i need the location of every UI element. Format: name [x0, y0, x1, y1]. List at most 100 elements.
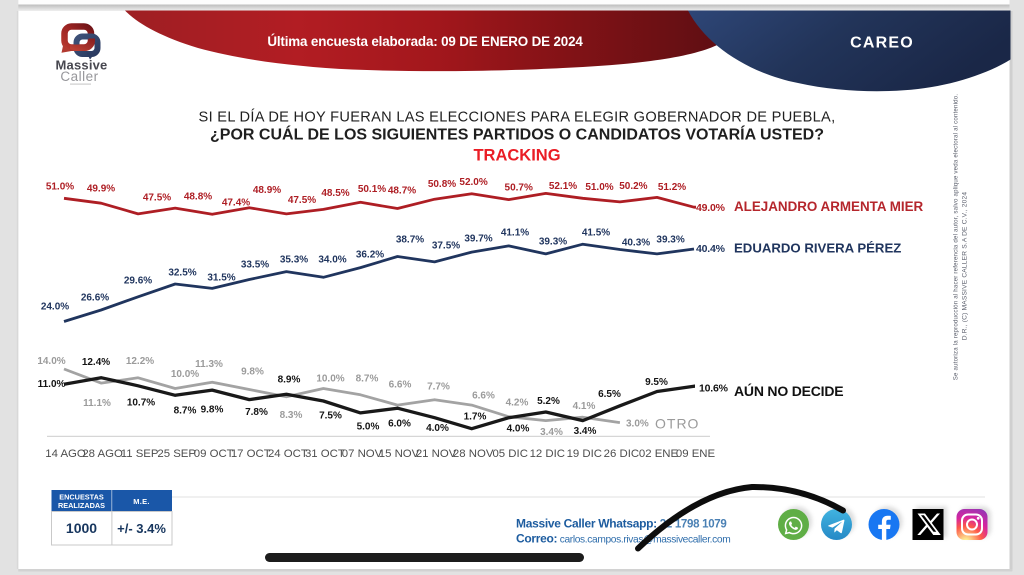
svg-text:50.7%: 50.7% — [505, 183, 533, 194]
svg-text:26.6%: 26.6% — [81, 293, 109, 304]
svg-text:1.7%: 1.7% — [464, 412, 487, 423]
svg-text:52.1%: 52.1% — [549, 181, 577, 192]
svg-text:3.4%: 3.4% — [574, 426, 597, 437]
svg-text:31 OCT: 31 OCT — [305, 448, 345, 460]
svg-text:ENCUESTAS: ENCUESTAS — [59, 493, 104, 502]
svg-text:48.5%: 48.5% — [321, 188, 349, 199]
svg-text:7.7%: 7.7% — [427, 382, 450, 393]
svg-text:15 NOV: 15 NOV — [379, 448, 420, 460]
svg-text:25 SEP: 25 SEP — [157, 448, 196, 460]
svg-text:50.2%: 50.2% — [619, 181, 647, 192]
svg-text:SI EL DÍA DE HOY FUERAN LAS EL: SI EL DÍA DE HOY FUERAN LAS ELECCIONES P… — [199, 109, 836, 126]
svg-text:17 OCT: 17 OCT — [231, 448, 271, 460]
svg-text:10.6%: 10.6% — [699, 382, 729, 394]
svg-text:CAREO: CAREO — [850, 35, 914, 52]
svg-text:32.5%: 32.5% — [168, 268, 196, 279]
svg-text:10.0%: 10.0% — [171, 369, 199, 380]
svg-text:7.8%: 7.8% — [245, 407, 268, 418]
svg-text:10.0%: 10.0% — [316, 374, 344, 385]
svg-text:Massive Caller Whatsapp: 22 17: Massive Caller Whatsapp: 22 1798 1079 — [516, 517, 727, 531]
svg-text:8.7%: 8.7% — [356, 374, 379, 385]
svg-text:49.0%: 49.0% — [696, 202, 726, 214]
svg-text:REALIZADAS: REALIZADAS — [58, 501, 105, 510]
svg-text:5.2%: 5.2% — [537, 396, 560, 407]
svg-text:31.5%: 31.5% — [207, 273, 235, 284]
svg-text:8.3%: 8.3% — [280, 410, 303, 421]
svg-text:9.8%: 9.8% — [201, 405, 224, 416]
svg-text:14.0%: 14.0% — [37, 356, 65, 367]
svg-text:11.3%: 11.3% — [195, 359, 223, 370]
svg-text:24.0%: 24.0% — [41, 302, 69, 313]
svg-text:TRACKING: TRACKING — [473, 147, 560, 165]
svg-text:8.9%: 8.9% — [278, 375, 301, 386]
svg-text:3.4%: 3.4% — [540, 427, 563, 438]
svg-text:4.1%: 4.1% — [573, 401, 596, 412]
svg-text:7.5%: 7.5% — [319, 411, 342, 422]
svg-text:11.0%: 11.0% — [38, 379, 66, 390]
svg-text:14 AGO: 14 AGO — [45, 448, 86, 460]
svg-text:4.0%: 4.0% — [507, 424, 530, 435]
svg-text:4.0%: 4.0% — [426, 423, 449, 434]
svg-text:28 NOV: 28 NOV — [453, 448, 494, 460]
svg-text:51.2%: 51.2% — [658, 182, 686, 193]
svg-text:9.8%: 9.8% — [241, 367, 264, 378]
svg-text:49.9%: 49.9% — [87, 184, 115, 195]
svg-text:M.E.: M.E. — [133, 497, 150, 506]
svg-text:37.5%: 37.5% — [432, 241, 460, 252]
svg-text:39.7%: 39.7% — [464, 234, 492, 245]
svg-text:09 OCT: 09 OCT — [194, 448, 234, 460]
svg-text:6.6%: 6.6% — [389, 380, 412, 391]
svg-text:ALEJANDRO ARMENTA MIER: ALEJANDRO ARMENTA MIER — [734, 199, 924, 214]
svg-text:39.3%: 39.3% — [539, 237, 567, 248]
svg-text:51.0%: 51.0% — [585, 182, 613, 193]
svg-text:48.9%: 48.9% — [253, 185, 281, 196]
svg-text:34.0%: 34.0% — [318, 255, 346, 266]
svg-text:12.4%: 12.4% — [82, 357, 110, 368]
svg-text:40.4%: 40.4% — [696, 243, 726, 255]
svg-text:11 SEP: 11 SEP — [121, 448, 159, 460]
svg-text:28 AGO: 28 AGO — [82, 448, 123, 460]
svg-text:21 NOV: 21 NOV — [416, 448, 457, 460]
svg-text:50.1%: 50.1% — [358, 184, 386, 195]
svg-text:AÚN NO DECIDE: AÚN NO DECIDE — [734, 382, 843, 399]
svg-text:33.5%: 33.5% — [241, 260, 269, 271]
svg-text:05 DIC: 05 DIC — [492, 448, 527, 460]
svg-text:¿POR CUÁL DE LOS SIGUIENTES PA: ¿POR CUÁL DE LOS SIGUIENTES PARTIDOS O C… — [210, 125, 824, 144]
svg-text:50.8%: 50.8% — [428, 179, 456, 190]
svg-text:41.5%: 41.5% — [582, 228, 610, 239]
svg-text:07 NOV: 07 NOV — [342, 448, 383, 460]
svg-text:11.1%: 11.1% — [83, 398, 111, 409]
svg-text:Se autoriza la reproducción al: Se autoriza la reproducción al hacer ref… — [953, 94, 960, 381]
svg-text:47.5%: 47.5% — [288, 195, 316, 206]
svg-text:Correo: carlos.campos.rivas@ma: Correo: carlos.campos.rivas@massivecalle… — [516, 532, 730, 546]
svg-text:09 ENE: 09 ENE — [676, 448, 716, 460]
svg-text:12 DIC: 12 DIC — [530, 448, 565, 460]
svg-text:3.0%: 3.0% — [626, 419, 649, 430]
svg-text:48.7%: 48.7% — [388, 186, 416, 197]
svg-text:26 DIC: 26 DIC — [604, 448, 639, 460]
svg-text:Caller: Caller — [60, 69, 98, 84]
svg-text:40.3%: 40.3% — [622, 238, 650, 249]
svg-text:48.8%: 48.8% — [184, 192, 212, 203]
svg-text:52.0%: 52.0% — [459, 177, 487, 188]
svg-text:41.1%: 41.1% — [501, 228, 529, 239]
svg-text:36.2%: 36.2% — [356, 250, 384, 261]
svg-text:1000: 1000 — [66, 520, 97, 536]
svg-text:47.4%: 47.4% — [222, 198, 250, 209]
svg-text:+/- 3.4%: +/- 3.4% — [117, 521, 166, 536]
svg-text:9.5%: 9.5% — [645, 377, 668, 388]
svg-text:39.3%: 39.3% — [656, 235, 684, 246]
svg-text:35.3%: 35.3% — [280, 255, 308, 266]
svg-text:5.0%: 5.0% — [357, 422, 380, 433]
svg-text:12.2%: 12.2% — [126, 356, 154, 367]
svg-text:6.0%: 6.0% — [388, 419, 411, 430]
svg-text:47.5%: 47.5% — [143, 193, 171, 204]
svg-text:51.0%: 51.0% — [46, 182, 74, 193]
svg-text:Última encuesta elaborada: 09: Última encuesta elaborada: 09 DE ENERO D… — [267, 34, 583, 49]
svg-text:10.7%: 10.7% — [127, 398, 155, 409]
svg-text:OTRO: OTRO — [655, 416, 699, 432]
svg-text:29.6%: 29.6% — [124, 276, 152, 287]
svg-text:4.2%: 4.2% — [506, 398, 529, 409]
svg-text:24 OCT: 24 OCT — [268, 448, 308, 460]
svg-text:6.6%: 6.6% — [472, 391, 495, 402]
